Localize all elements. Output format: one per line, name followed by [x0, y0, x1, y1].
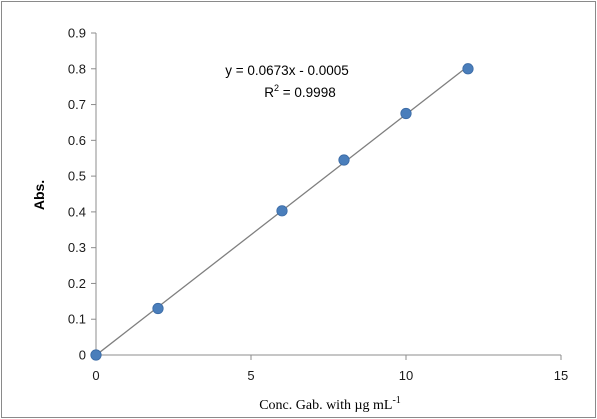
y-tick-label: 0.8	[68, 61, 86, 76]
x-tick-label: 15	[554, 368, 568, 383]
data-point	[152, 302, 164, 315]
x-tick-label: 0	[92, 368, 99, 383]
trendline-equation: y = 0.0673x - 0.0005	[225, 63, 348, 78]
x-tick-label: 10	[399, 368, 413, 383]
r-squared-prefix: R	[264, 85, 274, 100]
r-squared-superscript: 2	[274, 83, 279, 93]
y-tick-label: 0.1	[68, 312, 86, 327]
y-tick-label: 0	[79, 348, 86, 363]
data-point	[462, 63, 474, 75]
y-tick-label: 0.2	[68, 276, 86, 291]
x-axis-label-text: Conc. Gab. with µg mL	[259, 398, 392, 413]
y-tick-label: 0.9	[68, 26, 86, 41]
y-tick-label: 0.7	[68, 97, 86, 112]
data-point	[400, 107, 412, 120]
data-point	[276, 205, 288, 217]
y-tick-label: 0.5	[68, 169, 86, 184]
x-axis-label: Conc. Gab. with µg mL-1	[259, 395, 401, 413]
y-tick-label: 0.6	[68, 133, 86, 148]
y-tick-label: 0.3	[68, 240, 86, 255]
r-squared-value: = 0.9998	[279, 85, 336, 100]
data-point	[90, 349, 102, 361]
data-point	[338, 154, 350, 166]
x-tick-label: 5	[247, 368, 254, 383]
y-tick-label: 0.4	[68, 204, 86, 219]
x-axis-label-superscript: -1	[392, 395, 400, 406]
r-squared-label: R2 = 0.9998	[264, 83, 335, 100]
y-axis-label: Abs.	[31, 180, 47, 210]
